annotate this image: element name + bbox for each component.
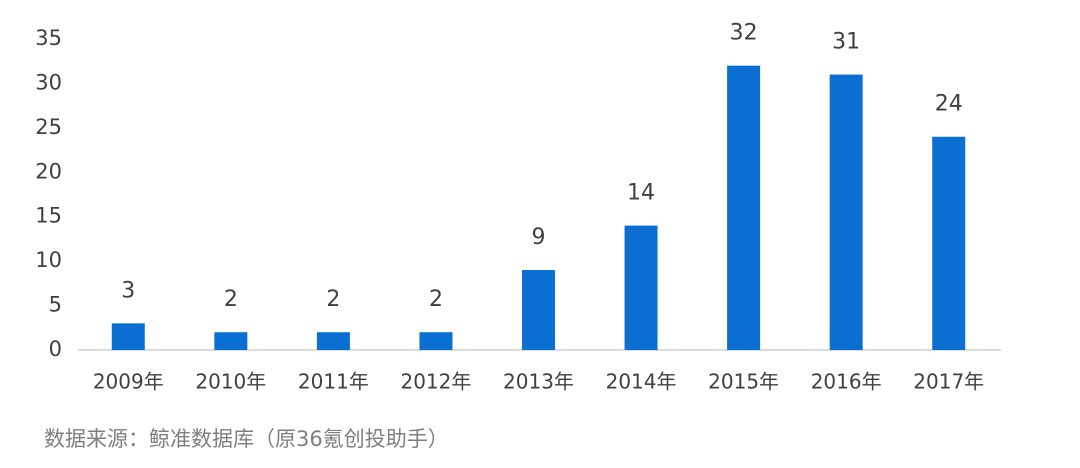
x-tick-label: 2016年 (811, 370, 882, 394)
bar (111, 323, 145, 350)
data-label: 3 (121, 278, 135, 303)
bar (419, 332, 453, 350)
data-label: 14 (627, 181, 655, 206)
x-tick-label: 2009年 (93, 370, 164, 394)
y-tick-label: 20 (35, 159, 62, 183)
y-tick-label: 25 (35, 115, 62, 139)
x-tick-label: 2010年 (195, 370, 266, 394)
source-note: 数据来源：鲸准数据库（原36氪创投助手） (44, 427, 449, 451)
y-tick-label: 30 (35, 70, 62, 94)
x-tick-label: 2011年 (298, 370, 369, 394)
x-tick-label: 2012年 (400, 370, 471, 394)
bar (932, 136, 966, 350)
y-tick-label: 5 (49, 293, 62, 317)
y-tick-label: 15 (35, 204, 62, 228)
bar (624, 225, 658, 350)
data-label: 32 (730, 21, 758, 46)
x-tick-label: 2014年 (606, 370, 677, 394)
bar (316, 332, 350, 350)
x-tick-label: 2017年 (913, 370, 984, 394)
data-label: 2 (429, 287, 443, 312)
x-tick-label: 2015年 (708, 370, 779, 394)
bar (522, 270, 555, 350)
bar (727, 65, 761, 351)
data-label: 2 (224, 287, 238, 312)
bar (214, 332, 248, 350)
x-tick-label: 2013年 (503, 370, 574, 394)
data-label: 31 (832, 30, 860, 55)
data-label: 24 (935, 92, 963, 117)
y-tick-label: 35 (35, 26, 62, 50)
y-tick-label: 10 (35, 248, 62, 272)
y-tick-label: 0 (49, 337, 62, 361)
data-label: 2 (326, 287, 340, 312)
data-label: 9 (532, 225, 546, 250)
bar (829, 74, 863, 351)
